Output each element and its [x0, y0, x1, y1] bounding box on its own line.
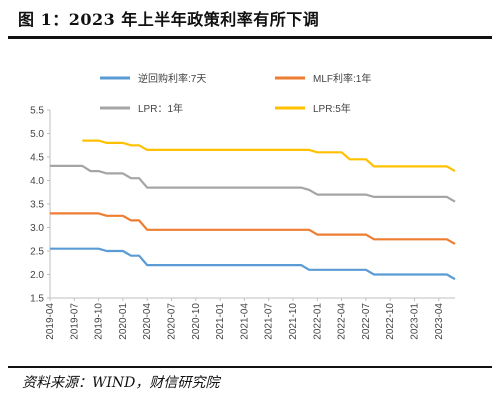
source-rule — [8, 366, 492, 368]
title-rule — [8, 36, 492, 39]
x-tick-label: 2023-04 — [434, 303, 445, 340]
y-tick-label: 5.5 — [30, 106, 44, 117]
x-tick-label: 2020-01 — [118, 303, 129, 340]
x-tick-label: 2022-10 — [385, 303, 396, 340]
x-tick-label: 2022-04 — [337, 303, 348, 340]
legend-label-1: 逆回购利率:7天 — [138, 72, 206, 85]
y-tick-label: 4.0 — [30, 176, 44, 187]
x-tick-label: 2019-04 — [45, 303, 56, 340]
series-line-1 — [50, 247, 456, 281]
x-tick-label: 2020-10 — [191, 303, 202, 340]
x-tick-label: 2021-04 — [239, 303, 250, 340]
series-line-2 — [50, 212, 456, 245]
legend-label-4: LPR:5年 — [313, 102, 351, 115]
legend-label-3: LPR：1年 — [138, 102, 183, 115]
x-tick-label: 2023-01 — [410, 303, 421, 340]
x-tick-label: 2021-07 — [264, 303, 275, 340]
x-tick-label: 2019-07 — [69, 303, 80, 340]
x-tick-label: 2021-01 — [215, 303, 226, 340]
source-note: 资料来源：WIND，财信研究院 — [22, 375, 220, 391]
x-tick-label: 2022-01 — [312, 303, 323, 340]
y-tick-label: 2.0 — [30, 270, 44, 281]
x-tick-label: 2020-07 — [167, 303, 178, 340]
legend-label-2: MLF利率:1年 — [313, 72, 371, 85]
rate-line-chart: 1.5 2.0 2.5 3.0 3.5 4.0 4.5 5.0 5.5 2019-04 2019-0… — [30, 72, 456, 340]
x-tick-label: 2021-10 — [288, 303, 299, 340]
y-tick-label: 3.0 — [30, 223, 44, 234]
x-tick-label: 2019-10 — [94, 303, 105, 340]
x-tick-label: 2022-07 — [361, 303, 372, 340]
y-tick-label: 5.0 — [30, 129, 44, 140]
y-tick-label: 4.5 — [30, 153, 44, 164]
x-tick-label: 2020-04 — [142, 303, 153, 340]
figure-title: 图 1：2023 年上半年政策利率有所下调 — [18, 10, 320, 29]
y-tick-label: 3.5 — [30, 200, 44, 211]
series-line-3 — [50, 164, 456, 203]
series-line-4 — [82, 139, 456, 173]
y-tick-label: 1.5 — [30, 294, 44, 305]
y-tick-label: 2.5 — [30, 247, 44, 258]
